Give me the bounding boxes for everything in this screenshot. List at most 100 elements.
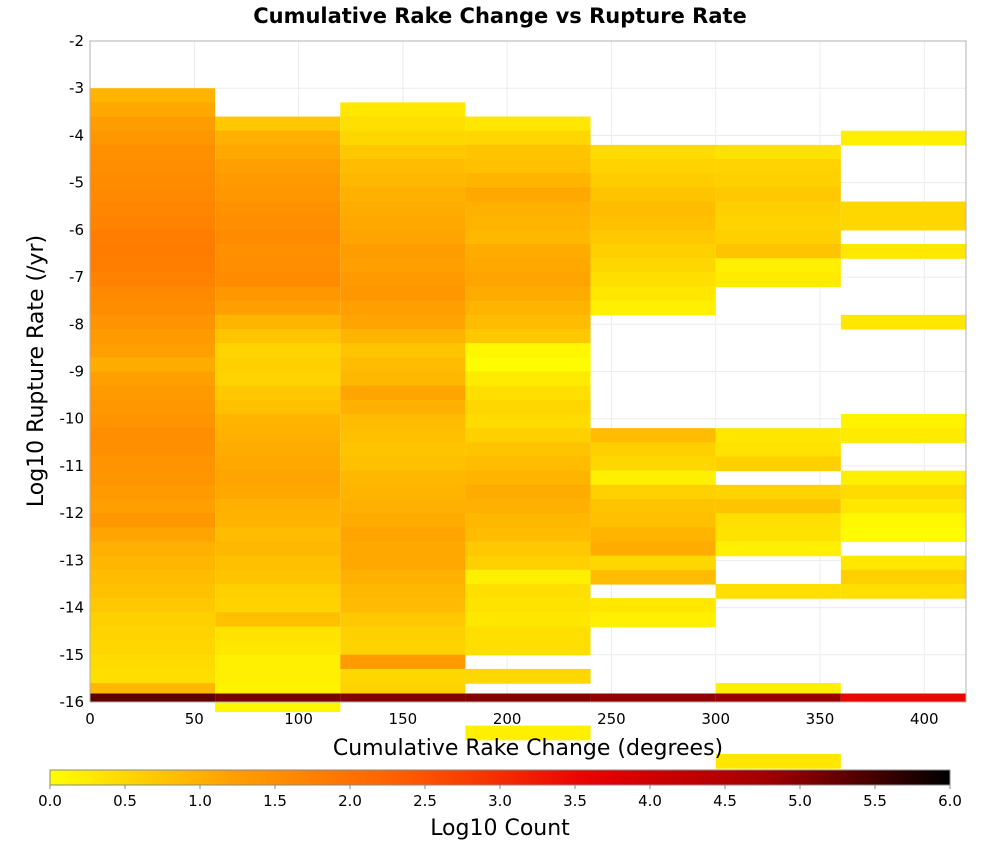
heatmap-cell (590, 569, 716, 585)
y-tick-label: -11 (60, 457, 85, 475)
heatmap-cell (90, 286, 216, 302)
heatmap-cell (215, 513, 341, 528)
heatmap-cell (90, 116, 216, 132)
heatmap-cell (340, 442, 466, 458)
heatmap-cell (340, 555, 466, 571)
heatmap-cell (215, 484, 341, 500)
heatmap-cell (715, 201, 841, 217)
heatmap-cell (340, 229, 466, 245)
heatmap-cell (465, 371, 591, 387)
heatmap-cell (465, 456, 591, 472)
heatmap-cell (590, 470, 716, 486)
heatmap-cell (465, 442, 591, 458)
colorbar-tick-label: 2.5 (413, 792, 437, 810)
heatmap-cell (215, 357, 341, 373)
heatmap-cell (215, 116, 341, 132)
x-tick-label: 50 (185, 710, 204, 728)
heatmap-cell (840, 470, 966, 486)
x-tick-label: 250 (597, 710, 626, 728)
heatmap-cell-zero-rate (840, 693, 966, 702)
heatmap-cell (465, 583, 591, 599)
colorbar-label: Log10 Count (430, 816, 570, 841)
heatmap-cell (215, 612, 341, 628)
heatmap-cell (715, 442, 841, 458)
heatmap-cell (465, 286, 591, 302)
colorbar-tick-label: 1.5 (263, 792, 287, 810)
heatmap-cell (840, 513, 966, 528)
heatmap-cell (840, 130, 966, 146)
heatmap-cell (340, 215, 466, 231)
heatmap-cell (215, 428, 341, 443)
heatmap-cell (715, 498, 841, 514)
heatmap-cell (90, 428, 216, 443)
heatmap-cell (90, 130, 216, 146)
heatmap-cell (90, 640, 216, 656)
heatmap-cell (590, 159, 716, 174)
heatmap-cell (465, 116, 591, 132)
heatmap-cell (90, 569, 216, 585)
heatmap-cell (715, 541, 841, 557)
x-axis-ticks: 0 50 100 150 200 250 300 350 400 (85, 710, 938, 728)
heatmap-cell (590, 244, 716, 259)
y-tick-label: -2 (69, 32, 84, 50)
heatmap-cell (340, 498, 466, 514)
heatmap-cell (465, 598, 591, 613)
heatmap-cell (340, 569, 466, 585)
heatmap-cell (215, 258, 341, 273)
heatmap-cell (215, 541, 341, 557)
heatmap-cell (215, 442, 341, 458)
heatmap-cell (340, 654, 466, 670)
y-tick-label: -8 (69, 315, 84, 333)
heatmap-cell (465, 385, 591, 401)
heatmap-cell (715, 229, 841, 245)
colorbar-tick-label: 3.5 (563, 792, 587, 810)
heatmap-cell (590, 286, 716, 302)
x-tick-label: 400 (910, 710, 939, 728)
heatmap-cell (215, 598, 341, 613)
heatmap-cell (340, 286, 466, 302)
y-tick-label: -12 (60, 504, 85, 522)
heatmap-cell (715, 173, 841, 188)
heatmap-cell (340, 513, 466, 528)
heatmap-cell (90, 357, 216, 373)
heatmap-cell (590, 513, 716, 528)
heatmap-cell (840, 583, 966, 599)
y-tick-label: -3 (69, 79, 84, 97)
heatmap-cell (340, 343, 466, 358)
heatmap-cell (340, 144, 466, 160)
heatmap-cell (215, 385, 341, 401)
heatmap-cell (465, 244, 591, 259)
heatmap-cell (340, 583, 466, 599)
heatmap-cell (90, 413, 216, 429)
heatmap-cell (215, 371, 341, 387)
heatmap-cell-zero-rate (715, 693, 841, 702)
heatmap-cell (715, 244, 841, 259)
heatmap-cell (465, 173, 591, 188)
heatmap-cell (715, 159, 841, 174)
heatmap-cell (465, 725, 591, 741)
heatmap-cell (590, 215, 716, 231)
heatmap-cell (840, 413, 966, 429)
heatmap-cell (340, 541, 466, 557)
heatmap-cell (340, 130, 466, 146)
heatmap-cell (840, 314, 966, 330)
colorbar-tick-label: 6.0 (938, 792, 962, 810)
heatmap-cell (215, 626, 341, 642)
heatmap-cell (215, 286, 341, 302)
heatmap-cell (465, 413, 591, 429)
heatmap-cell (465, 215, 591, 231)
y-tick-label: -9 (69, 363, 84, 381)
heatmap-cell (340, 612, 466, 628)
heatmap-cell (340, 116, 466, 132)
heatmap-cell (340, 456, 466, 472)
heatmap-cell (340, 413, 466, 429)
y-tick-label: -10 (60, 410, 85, 428)
heatmap-cell (840, 484, 966, 500)
heatmap-cell (340, 385, 466, 401)
heatmap-cell (90, 343, 216, 358)
heatmap-cell (715, 144, 841, 160)
heatmap-cell (215, 229, 341, 245)
heatmap-cell (215, 300, 341, 316)
heatmap-cell (465, 484, 591, 500)
y-tick-label: -5 (69, 174, 84, 192)
